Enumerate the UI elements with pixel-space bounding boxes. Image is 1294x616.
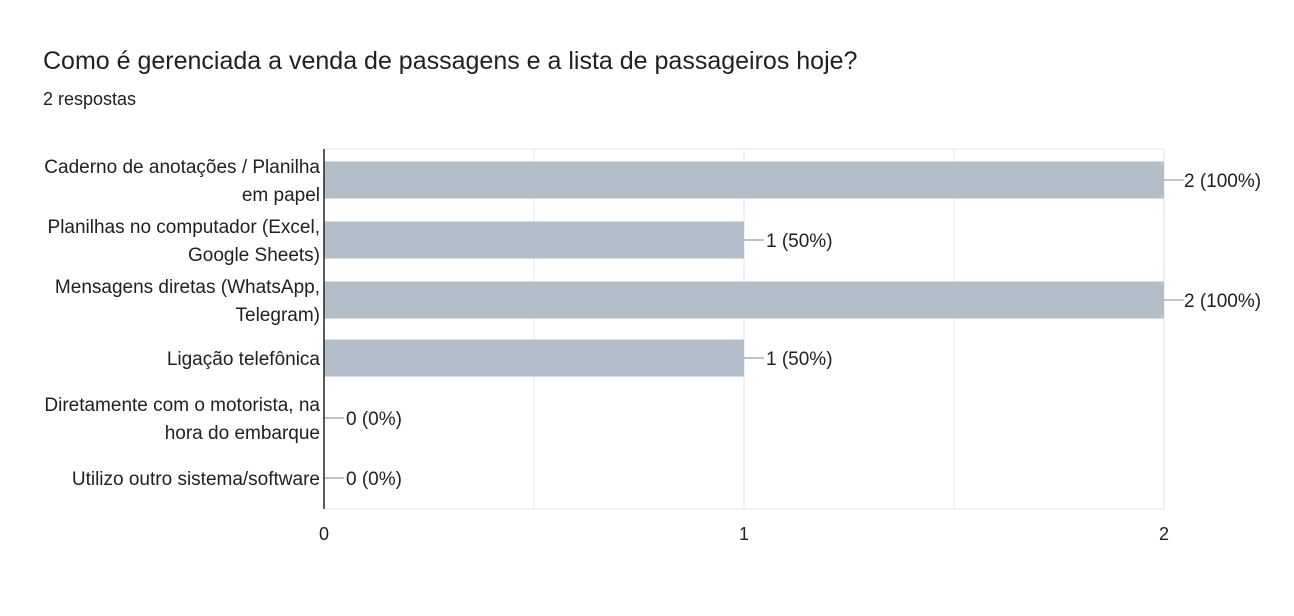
bar <box>324 281 1164 319</box>
category-label: Planilhas no computador (Excel, <box>48 217 320 238</box>
value-label: 0 (0%) <box>346 469 402 490</box>
category-label: Google Sheets) <box>188 245 320 266</box>
bar <box>324 221 744 259</box>
category-label: em papel <box>242 185 320 206</box>
bar <box>324 161 1164 199</box>
category-label: Diretamente com o motorista, na <box>44 395 320 416</box>
x-tick-label: 2 <box>1159 524 1169 544</box>
value-label: 2 (100%) <box>1184 171 1261 192</box>
response-count: 2 respostas <box>43 89 137 109</box>
value-label: 0 (0%) <box>346 409 402 430</box>
bar <box>324 339 744 377</box>
category-label: hora do embarque <box>165 423 320 444</box>
value-label: 2 (100%) <box>1184 291 1261 312</box>
category-label: Telegram) <box>236 305 320 326</box>
value-label: 1 (50%) <box>766 231 833 252</box>
x-tick-label: 1 <box>739 524 749 544</box>
category-label: Mensagens diretas (WhatsApp, <box>55 277 320 298</box>
category-label: Ligação telefônica <box>167 349 321 370</box>
x-tick-label: 0 <box>319 524 329 544</box>
category-label: Caderno de anotações / Planilha <box>44 157 320 178</box>
category-label: Utilizo outro sistema/software <box>72 469 320 490</box>
question-title: Como é gerenciada a venda de passagens e… <box>43 47 858 75</box>
value-label: 1 (50%) <box>766 349 833 370</box>
